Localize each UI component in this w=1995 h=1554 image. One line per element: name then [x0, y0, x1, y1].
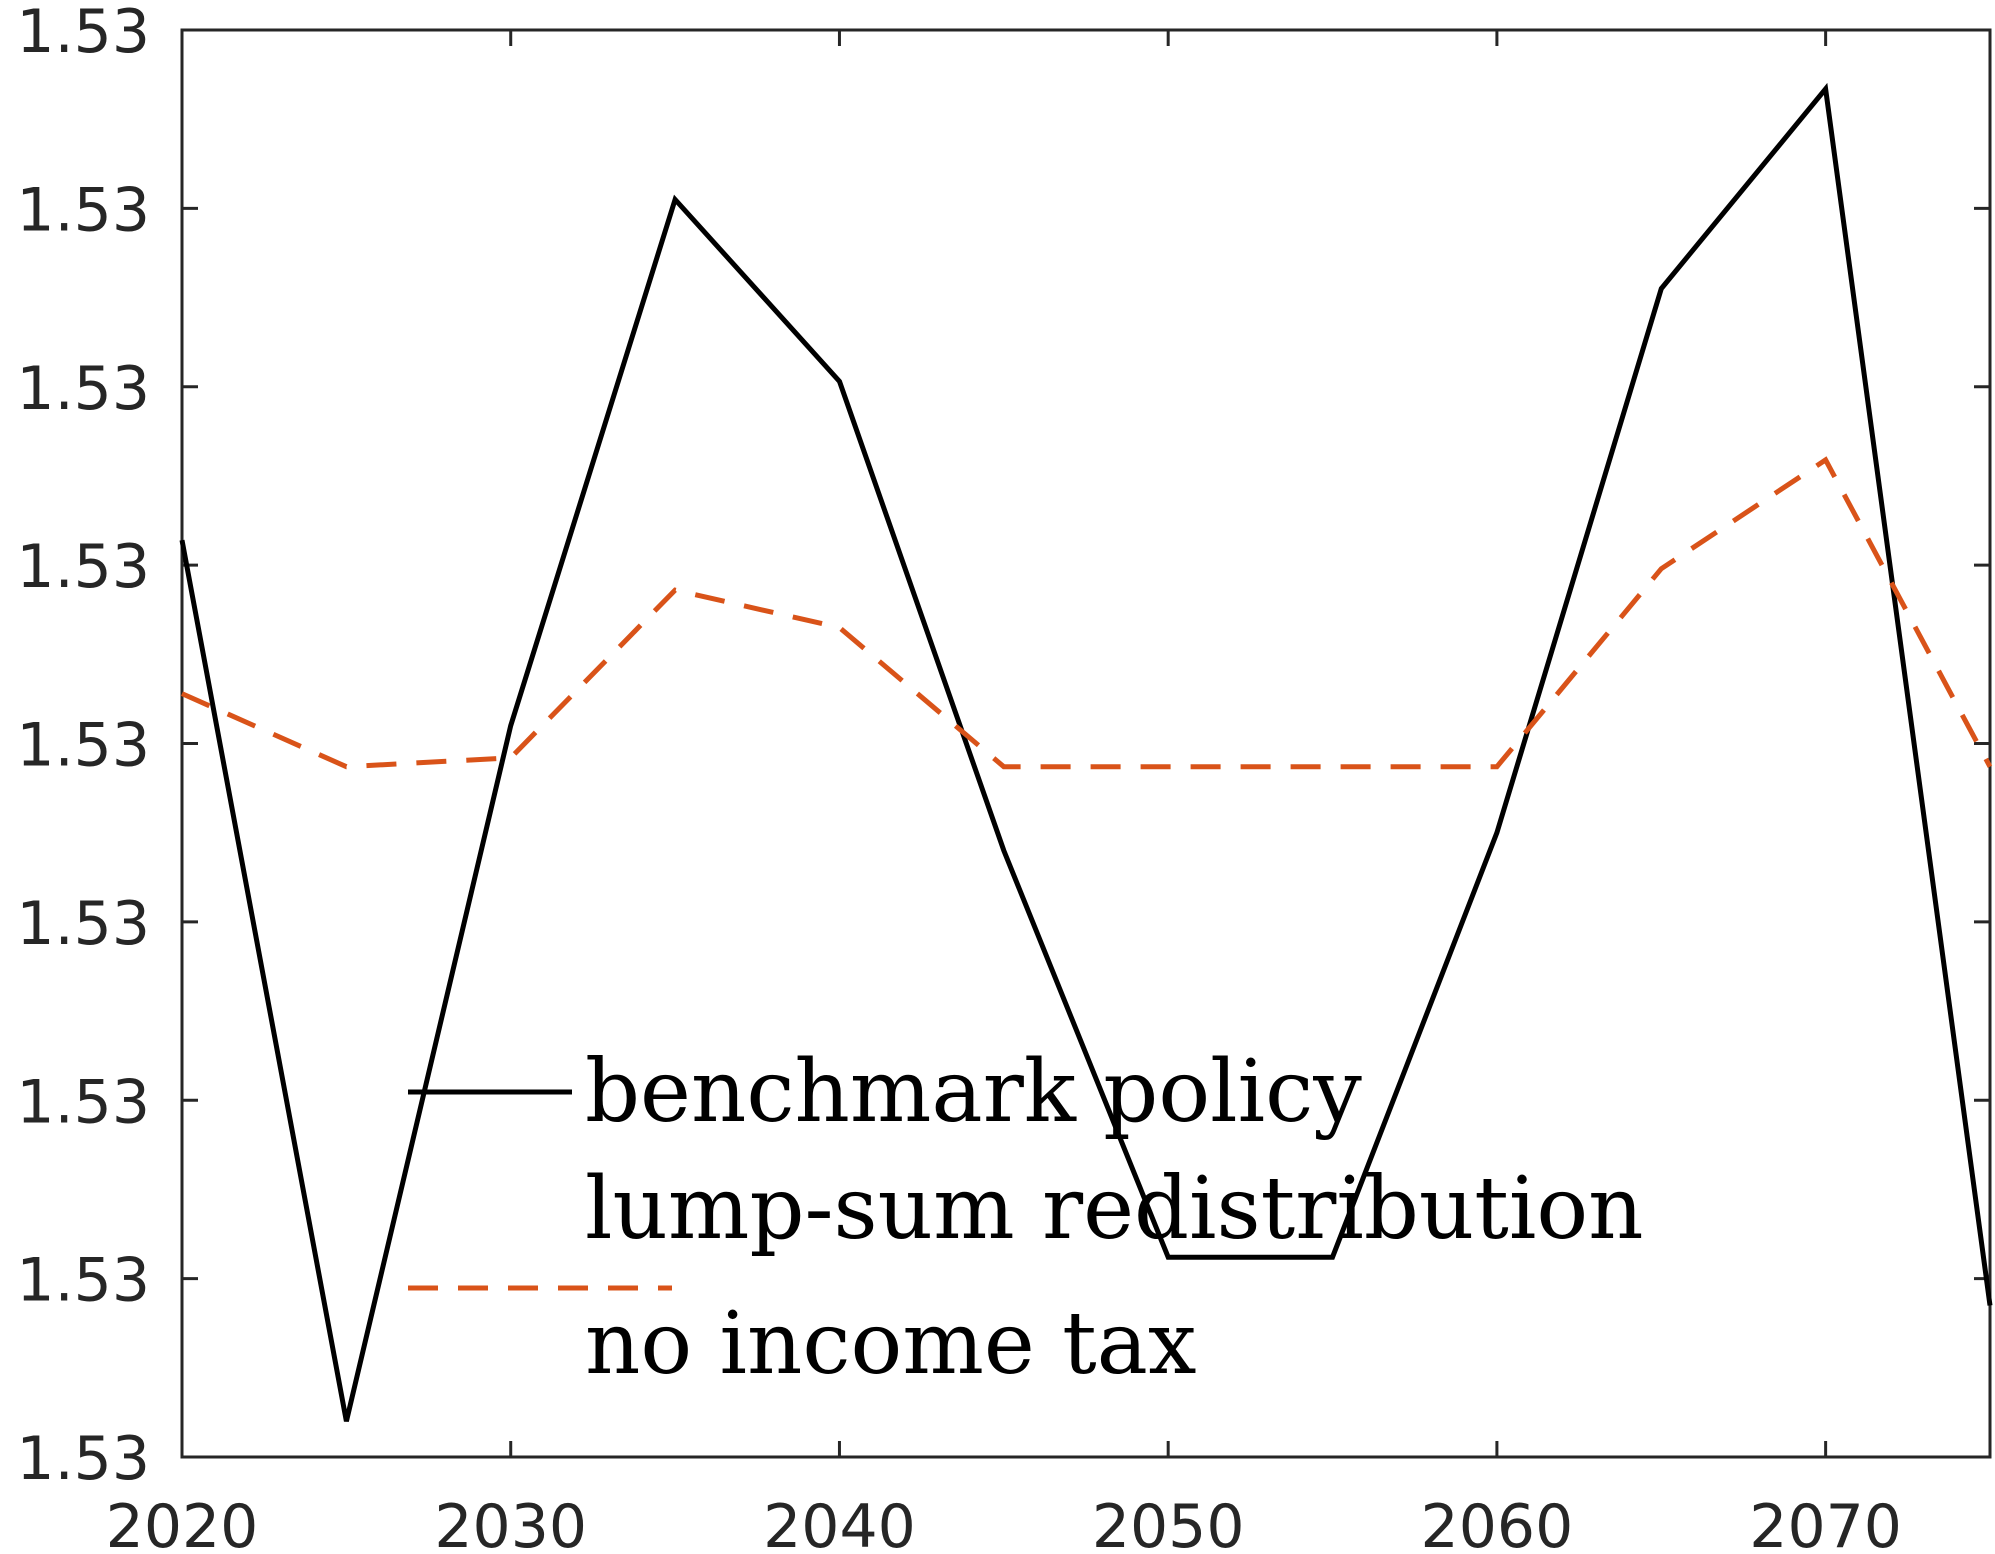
y-tick-label: 1.53 [16, 532, 150, 602]
y-tick-label: 1.53 [16, 354, 150, 424]
y-tick-label: 1.53 [16, 175, 150, 245]
y-tick-label: 1.53 [16, 0, 150, 67]
x-tick-label: 2030 [434, 1492, 587, 1554]
y-tick-label: 1.53 [16, 711, 150, 781]
y-tick-label: 1.53 [16, 1246, 150, 1316]
series-line-no-income-tax [180, 456, 1993, 770]
series-layer [179, 82, 1993, 1422]
y-tick-label: 1.53 [16, 889, 150, 959]
x-tick-label: 2070 [1749, 1492, 1902, 1554]
y-axis: 1.53 1.53 1.53 1.53 1.53 1.53 1.53 1.53 1.53 [16, 0, 1990, 1494]
x-tick-label: 2060 [1421, 1492, 1574, 1554]
y-tick-label: 1.53 [16, 1067, 150, 1137]
x-tick-label: 2020 [106, 1492, 259, 1554]
x-tick-label: 2040 [763, 1492, 916, 1554]
legend-label-lump-sum-redistribution: lump-sum redistribution [585, 1159, 1644, 1259]
legend: benchmark policy lump-sum redistribution… [408, 1042, 1644, 1394]
x-axis: 2020 2030 2040 2050 2060 2070 [106, 30, 1902, 1554]
x-tick-label: 2050 [1092, 1492, 1245, 1554]
y-tick-label: 1.53 [16, 1424, 150, 1494]
series-line-benchmark-policy [179, 82, 1993, 1422]
legend-label-no-income-tax: no income tax [585, 1294, 1196, 1394]
legend-label-benchmark-policy: benchmark policy [585, 1042, 1362, 1142]
